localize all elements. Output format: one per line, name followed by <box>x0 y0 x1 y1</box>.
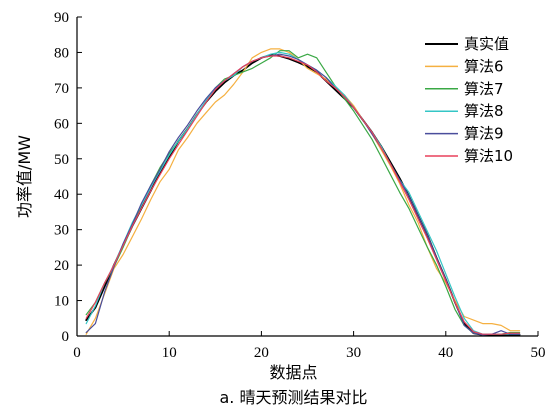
legend-label-6: 算法10 <box>464 147 513 165</box>
series-line-6 <box>85 55 521 335</box>
legend-label-2: 算法6 <box>464 57 504 75</box>
y-axis-label: 功率值/MW <box>15 135 34 218</box>
y-tick-label: 0 <box>62 329 70 345</box>
y-tick-label: 30 <box>54 223 69 239</box>
legend-label-1: 真实值 <box>464 35 509 53</box>
x-tick-label: 20 <box>254 345 269 361</box>
y-tick-label: 60 <box>54 116 69 132</box>
x-tick-label: 40 <box>438 345 453 361</box>
x-tick-label: 0 <box>73 345 81 361</box>
chart-caption: a. 晴天预测结果对比 <box>220 388 368 407</box>
series-line-3 <box>85 50 521 335</box>
legend-label-3: 算法7 <box>464 80 504 98</box>
y-tick-label: 20 <box>54 258 69 274</box>
series-line-4 <box>85 51 521 335</box>
x-tick-label: 30 <box>346 345 361 361</box>
y-tick-label: 70 <box>54 81 69 97</box>
legend-label-4: 算法8 <box>464 102 504 120</box>
y-tick-label: 80 <box>54 45 69 61</box>
series-layer <box>85 48 521 336</box>
y-tick-label: 10 <box>54 294 69 310</box>
series-line-1 <box>85 54 521 336</box>
axes: 0 10 20 30 40 50 60 70 80 90 0 10 20 30 40 50 <box>54 10 546 361</box>
y-tick-label: 50 <box>54 152 69 168</box>
y-tick-label: 40 <box>54 187 69 203</box>
x-axis-label: 数据点 <box>269 363 317 382</box>
series-line-5 <box>85 53 521 336</box>
legend-label-5: 算法9 <box>464 125 504 143</box>
x-tick-label: 10 <box>162 345 177 361</box>
y-tick-label: 90 <box>54 10 69 26</box>
x-tick-label: 50 <box>531 345 546 361</box>
